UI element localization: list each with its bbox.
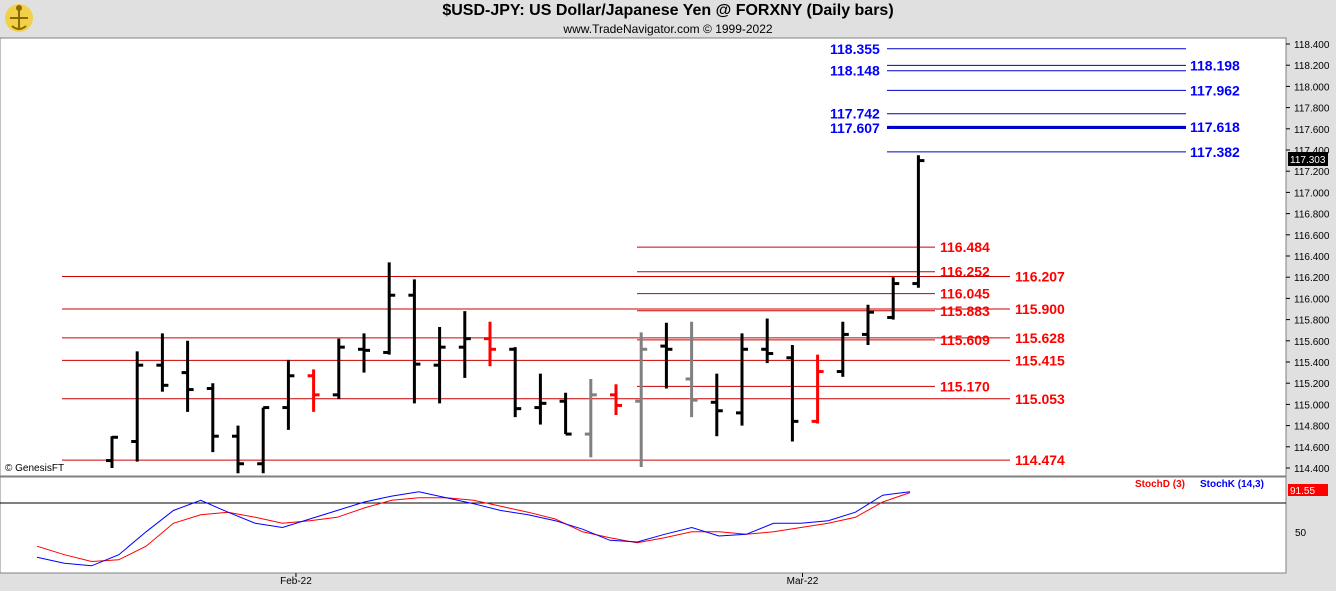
y-tick-label: 117.000	[1294, 188, 1330, 199]
y-tick-label: 116.400	[1294, 252, 1330, 263]
red-level-label: 115.628	[1015, 330, 1065, 346]
y-tick-label: 117.400	[1294, 146, 1330, 157]
stochastic-panel	[0, 476, 1287, 574]
stoch-k-legend: StochK (14,3)	[1200, 479, 1264, 490]
red-level-label: 114.474	[1015, 452, 1065, 468]
y-tick-label: 115.800	[1294, 316, 1330, 327]
y-tick-label: 117.600	[1294, 125, 1330, 136]
red-level-label: 116.484	[940, 239, 990, 255]
red-level-label: 115.053	[1015, 391, 1065, 407]
y-tick-label: 118.200	[1294, 61, 1330, 72]
ohlc-bars	[106, 155, 925, 474]
x-tick-label: Mar-22	[787, 576, 819, 587]
red-level-label: 115.900	[1015, 301, 1065, 317]
chart-header: $USD-JPY: US Dollar/Japanese Yen @ FORXN…	[0, 0, 1336, 38]
y-tick-label: 117.200	[1294, 167, 1330, 178]
date-axis: Feb-22 Mar-22	[280, 573, 819, 587]
trade-navigator-logo-icon	[5, 4, 33, 32]
y-tick-label: 116.200	[1294, 273, 1330, 284]
price-panel	[0, 37, 1287, 477]
chart-title: $USD-JPY: US Dollar/Japanese Yen @ FORXN…	[442, 2, 894, 19]
y-tick-label: 115.600	[1294, 337, 1330, 348]
blue-level-label: 118.198	[1190, 57, 1240, 73]
x-tick-label: Feb-22	[280, 576, 312, 587]
stochastic-lines	[36, 491, 911, 567]
red-level-label: 115.415	[1015, 352, 1065, 368]
y-tick-label: 118.000	[1294, 82, 1330, 93]
y-tick-label: 118.400	[1294, 40, 1330, 51]
blue-level-label: 118.355	[830, 41, 880, 57]
y-tick-label: 115.000	[1294, 400, 1330, 411]
red-level-label: 116.252	[940, 264, 990, 280]
blue-level-label: 117.742	[830, 106, 880, 122]
red-level-label: 116.045	[940, 286, 990, 302]
genesisft-watermark: © GenesisFT	[5, 463, 64, 474]
red-level-label: 116.207	[1015, 268, 1065, 284]
stoch-value-label: 91.55	[1290, 486, 1315, 497]
y-tick-label: 114.800	[1294, 422, 1330, 433]
last-price-label: 117.303	[1290, 155, 1326, 166]
y-tick-label: 116.000	[1294, 294, 1330, 305]
last-price-marker	[1288, 152, 1328, 166]
red-level-label: 115.883	[940, 303, 990, 319]
red-level-label: 115.170	[940, 378, 990, 394]
y-tick-label: 114.600	[1294, 443, 1330, 454]
blue-level-label: 118.148	[830, 63, 880, 79]
blue-level-label: 117.618	[1190, 119, 1240, 135]
level-lines: 118.355118.198118.148117.962117.742117.6…	[62, 41, 1240, 468]
stoch-k-series-line	[36, 491, 911, 567]
blue-level-label: 117.382	[1190, 144, 1240, 160]
stoch-value-marker	[1288, 484, 1328, 496]
y-tick-label: 115.400	[1294, 358, 1330, 369]
y-tick-label: 115.200	[1294, 379, 1330, 390]
stoch-d-series-line	[36, 492, 911, 563]
y-tick-label: 116.800	[1294, 210, 1330, 221]
stoch-d-legend: StochD (3)	[1135, 479, 1185, 490]
stoch-axis-tick: 50	[1295, 528, 1307, 539]
blue-level-label: 117.607	[830, 120, 880, 136]
y-tick-label: 116.600	[1294, 231, 1330, 242]
red-level-label: 115.609	[940, 332, 990, 348]
y-tick-label: 114.400	[1294, 464, 1330, 475]
y-tick-label: 117.800	[1294, 104, 1330, 115]
chart-subtitle: www.TradeNavigator.com © 1999-2022	[563, 22, 773, 36]
blue-level-label: 117.962	[1190, 82, 1240, 98]
price-axis: 118.400 118.200 118.000 117.800 117.600 117.4…	[1286, 40, 1330, 475]
